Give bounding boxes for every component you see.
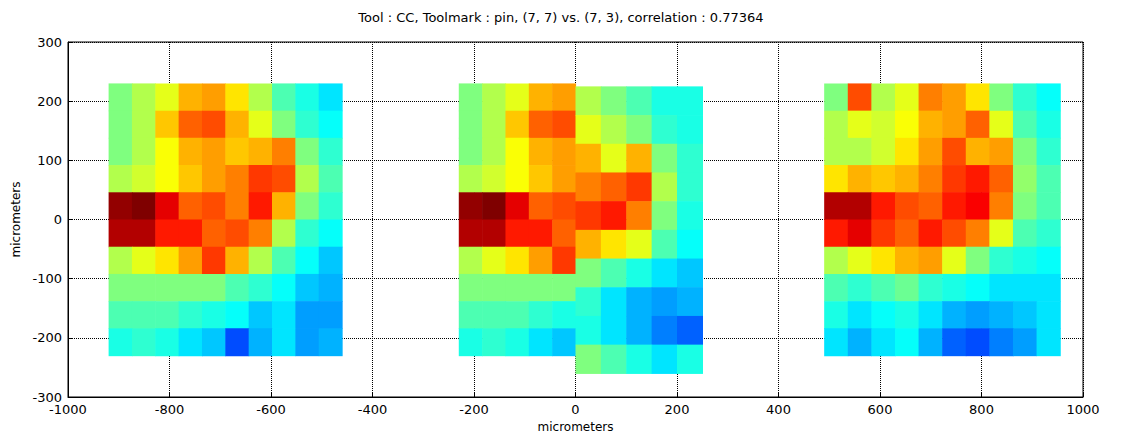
svg-text:400: 400 [766, 402, 791, 417]
svg-text:1000: 1000 [1066, 402, 1099, 417]
svg-text:0: 0 [54, 212, 62, 227]
svg-text:600: 600 [868, 402, 893, 417]
svg-text:micrometers: micrometers [9, 182, 23, 258]
svg-text:-600: -600 [256, 402, 286, 417]
svg-text:-800: -800 [155, 402, 185, 417]
svg-text:-300: -300 [32, 389, 62, 405]
svg-text:300: 300 [37, 35, 62, 50]
svg-text:200: 200 [37, 94, 62, 109]
svg-text:200: 200 [665, 402, 690, 417]
svg-text:100: 100 [37, 153, 62, 168]
svg-text:0: 0 [571, 402, 579, 417]
svg-text:-100: -100 [32, 271, 62, 286]
svg-text:-400: -400 [358, 402, 388, 417]
svg-text:800: 800 [969, 402, 994, 417]
svg-text:Tool : CC, Toolmark : pin, (7,: Tool : CC, Toolmark : pin, (7, 7) vs. (7… [357, 10, 763, 25]
svg-text:-200: -200 [459, 402, 489, 417]
svg-text:-200: -200 [32, 330, 62, 345]
svg-text:micrometers: micrometers [538, 420, 614, 434]
svg-text:-1000: -1000 [49, 402, 87, 417]
